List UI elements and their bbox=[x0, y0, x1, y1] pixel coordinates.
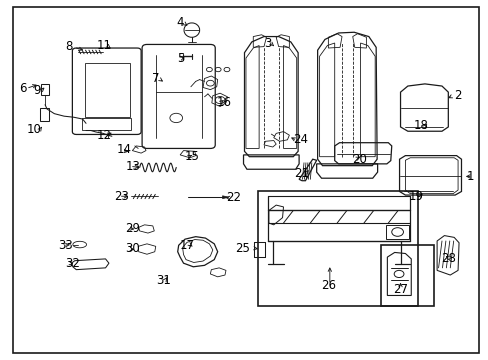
Text: 8: 8 bbox=[64, 40, 72, 53]
Text: 13: 13 bbox=[126, 160, 141, 173]
Text: 24: 24 bbox=[293, 133, 307, 146]
Text: 18: 18 bbox=[413, 119, 427, 132]
Text: 30: 30 bbox=[125, 242, 140, 255]
Text: 5: 5 bbox=[177, 51, 184, 64]
Text: 16: 16 bbox=[216, 96, 231, 109]
Text: 20: 20 bbox=[351, 153, 366, 166]
Text: 17: 17 bbox=[179, 239, 194, 252]
Text: 19: 19 bbox=[408, 190, 423, 203]
Text: 29: 29 bbox=[125, 222, 140, 235]
Text: 26: 26 bbox=[320, 279, 335, 292]
Text: 2: 2 bbox=[453, 89, 461, 102]
Text: 14: 14 bbox=[117, 143, 131, 156]
Text: 23: 23 bbox=[114, 190, 128, 203]
Text: 12: 12 bbox=[97, 129, 112, 142]
Text: 22: 22 bbox=[225, 192, 241, 204]
Text: 11: 11 bbox=[97, 39, 112, 52]
Text: 25: 25 bbox=[235, 242, 250, 255]
Text: 15: 15 bbox=[184, 150, 200, 163]
Text: 32: 32 bbox=[65, 257, 80, 270]
Polygon shape bbox=[222, 196, 228, 199]
Bar bbox=[85, 63, 130, 117]
Text: 6: 6 bbox=[19, 82, 27, 95]
Text: 33: 33 bbox=[58, 239, 73, 252]
Text: 9: 9 bbox=[34, 84, 41, 97]
Text: 7: 7 bbox=[152, 72, 159, 85]
Bar bbox=[258, 192, 417, 306]
Text: 4: 4 bbox=[176, 16, 183, 29]
Text: 31: 31 bbox=[156, 274, 171, 287]
Text: 21: 21 bbox=[294, 167, 309, 180]
Text: 27: 27 bbox=[392, 283, 407, 296]
Text: 1: 1 bbox=[466, 170, 474, 183]
Text: 28: 28 bbox=[440, 252, 455, 265]
Bar bbox=[380, 244, 433, 306]
Text: 10: 10 bbox=[26, 123, 41, 136]
Text: 3: 3 bbox=[264, 36, 271, 50]
